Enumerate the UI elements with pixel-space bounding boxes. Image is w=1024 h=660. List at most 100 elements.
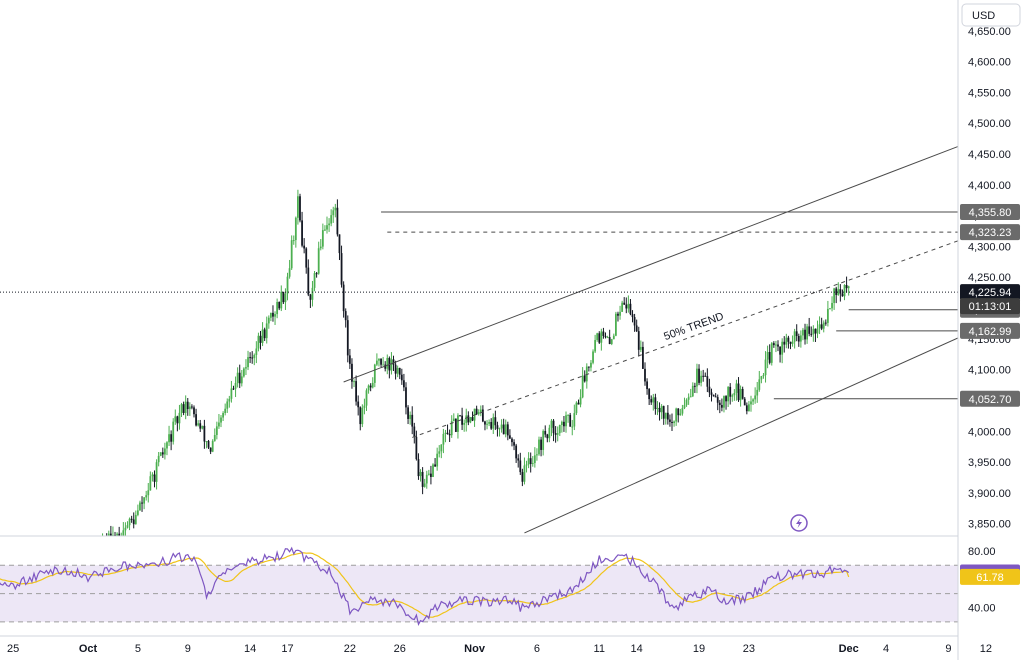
candle-up — [226, 401, 229, 409]
candle-up — [685, 399, 688, 405]
price-tick-label: 3,900.00 — [968, 488, 1011, 500]
candle-up — [833, 288, 836, 303]
candle-up — [220, 417, 222, 423]
candle-down — [301, 220, 303, 246]
candle-down — [666, 412, 669, 420]
candle-down — [845, 285, 848, 289]
candle-down — [421, 471, 424, 487]
candle-up — [311, 287, 314, 300]
candle-down — [702, 375, 705, 377]
candle-up — [128, 518, 131, 526]
candle-up — [157, 455, 160, 463]
candle-up — [500, 424, 503, 429]
candle-up — [696, 368, 698, 387]
candle-up — [292, 240, 295, 242]
candle-up — [174, 416, 177, 422]
candle-down — [403, 380, 405, 388]
candle-down — [182, 404, 185, 413]
candle-down — [446, 432, 449, 435]
candle-up — [775, 344, 777, 346]
candle-up — [450, 421, 453, 436]
candle-up — [215, 426, 218, 435]
price-tick-label: 4,500.00 — [968, 118, 1011, 130]
candle-up — [492, 417, 495, 429]
candle-up — [533, 455, 536, 464]
date-tick-label: 12 — [980, 643, 992, 655]
channel-lower-line[interactable] — [524, 314, 1010, 534]
candle-down — [658, 407, 661, 413]
candle-down — [633, 317, 636, 326]
candle-down — [249, 357, 252, 359]
candle-up — [432, 464, 434, 477]
candle-up — [126, 525, 129, 528]
date-tick-label: Dec — [839, 643, 859, 655]
candle-up — [89, 555, 91, 564]
candle-up — [419, 471, 422, 477]
candle-up — [326, 225, 328, 230]
date-tick-label: 5 — [135, 643, 141, 655]
candle-up — [178, 412, 181, 424]
candle-up — [760, 376, 763, 380]
candle-up — [122, 530, 125, 536]
candle-down — [779, 346, 781, 355]
price-tick-label: 4,650.00 — [968, 26, 1011, 38]
candle-up — [837, 289, 840, 295]
candle-up — [442, 433, 445, 445]
candle-down — [820, 324, 823, 329]
candle-up — [97, 547, 99, 556]
candle-up — [758, 379, 761, 390]
candle-down — [729, 386, 732, 397]
candle-down — [417, 459, 420, 477]
candle-down — [712, 394, 715, 397]
candle-down — [351, 363, 353, 382]
candle-up — [124, 527, 127, 531]
candle-up — [151, 474, 154, 477]
candle-down — [808, 326, 811, 334]
price-tick-label: 4,550.00 — [968, 87, 1011, 99]
level-tag-text: 4,323.23 — [969, 227, 1012, 239]
candle-up — [205, 441, 208, 443]
candle-up — [812, 328, 815, 335]
candle-up — [218, 422, 220, 427]
candle-up — [829, 308, 831, 310]
candle-down — [741, 388, 744, 399]
trend-50-line[interactable] — [412, 222, 1011, 438]
candle-down — [193, 407, 195, 415]
lightning-icon[interactable] — [790, 514, 808, 532]
currency-selector-button[interactable]: USD — [961, 3, 1021, 27]
candle-down — [413, 426, 416, 437]
candle-down — [170, 434, 173, 442]
channel-upper-line[interactable] — [343, 126, 1011, 383]
candle-up — [612, 335, 615, 340]
candles — [19, 189, 850, 630]
candle-up — [785, 337, 788, 345]
candle-down — [19, 627, 21, 630]
candle-down — [540, 439, 542, 450]
candle-up — [656, 407, 659, 410]
candle-down — [338, 234, 341, 254]
candle-down — [305, 248, 308, 268]
candle-down — [720, 405, 723, 408]
candle-up — [579, 397, 582, 405]
candle-up — [409, 414, 412, 419]
candle-up — [748, 404, 750, 412]
candle-up — [440, 444, 443, 452]
candle-down — [743, 398, 746, 406]
date-tick-label: 23 — [743, 643, 755, 655]
candle-down — [106, 541, 108, 549]
candle-up — [594, 340, 597, 352]
candle-up — [253, 354, 256, 359]
candle-up — [477, 412, 480, 415]
candle-up — [560, 421, 563, 426]
price-pane[interactable] — [0, 126, 1011, 660]
candle-down — [430, 473, 432, 477]
candle-up — [558, 425, 561, 434]
current-price-tag-bg — [960, 284, 1020, 301]
rsi-pane[interactable] — [0, 546, 958, 626]
candle-down — [710, 392, 713, 395]
candle-down — [824, 322, 827, 324]
candle-down — [282, 291, 285, 303]
candle-up — [463, 422, 466, 425]
candle-up — [683, 404, 686, 409]
